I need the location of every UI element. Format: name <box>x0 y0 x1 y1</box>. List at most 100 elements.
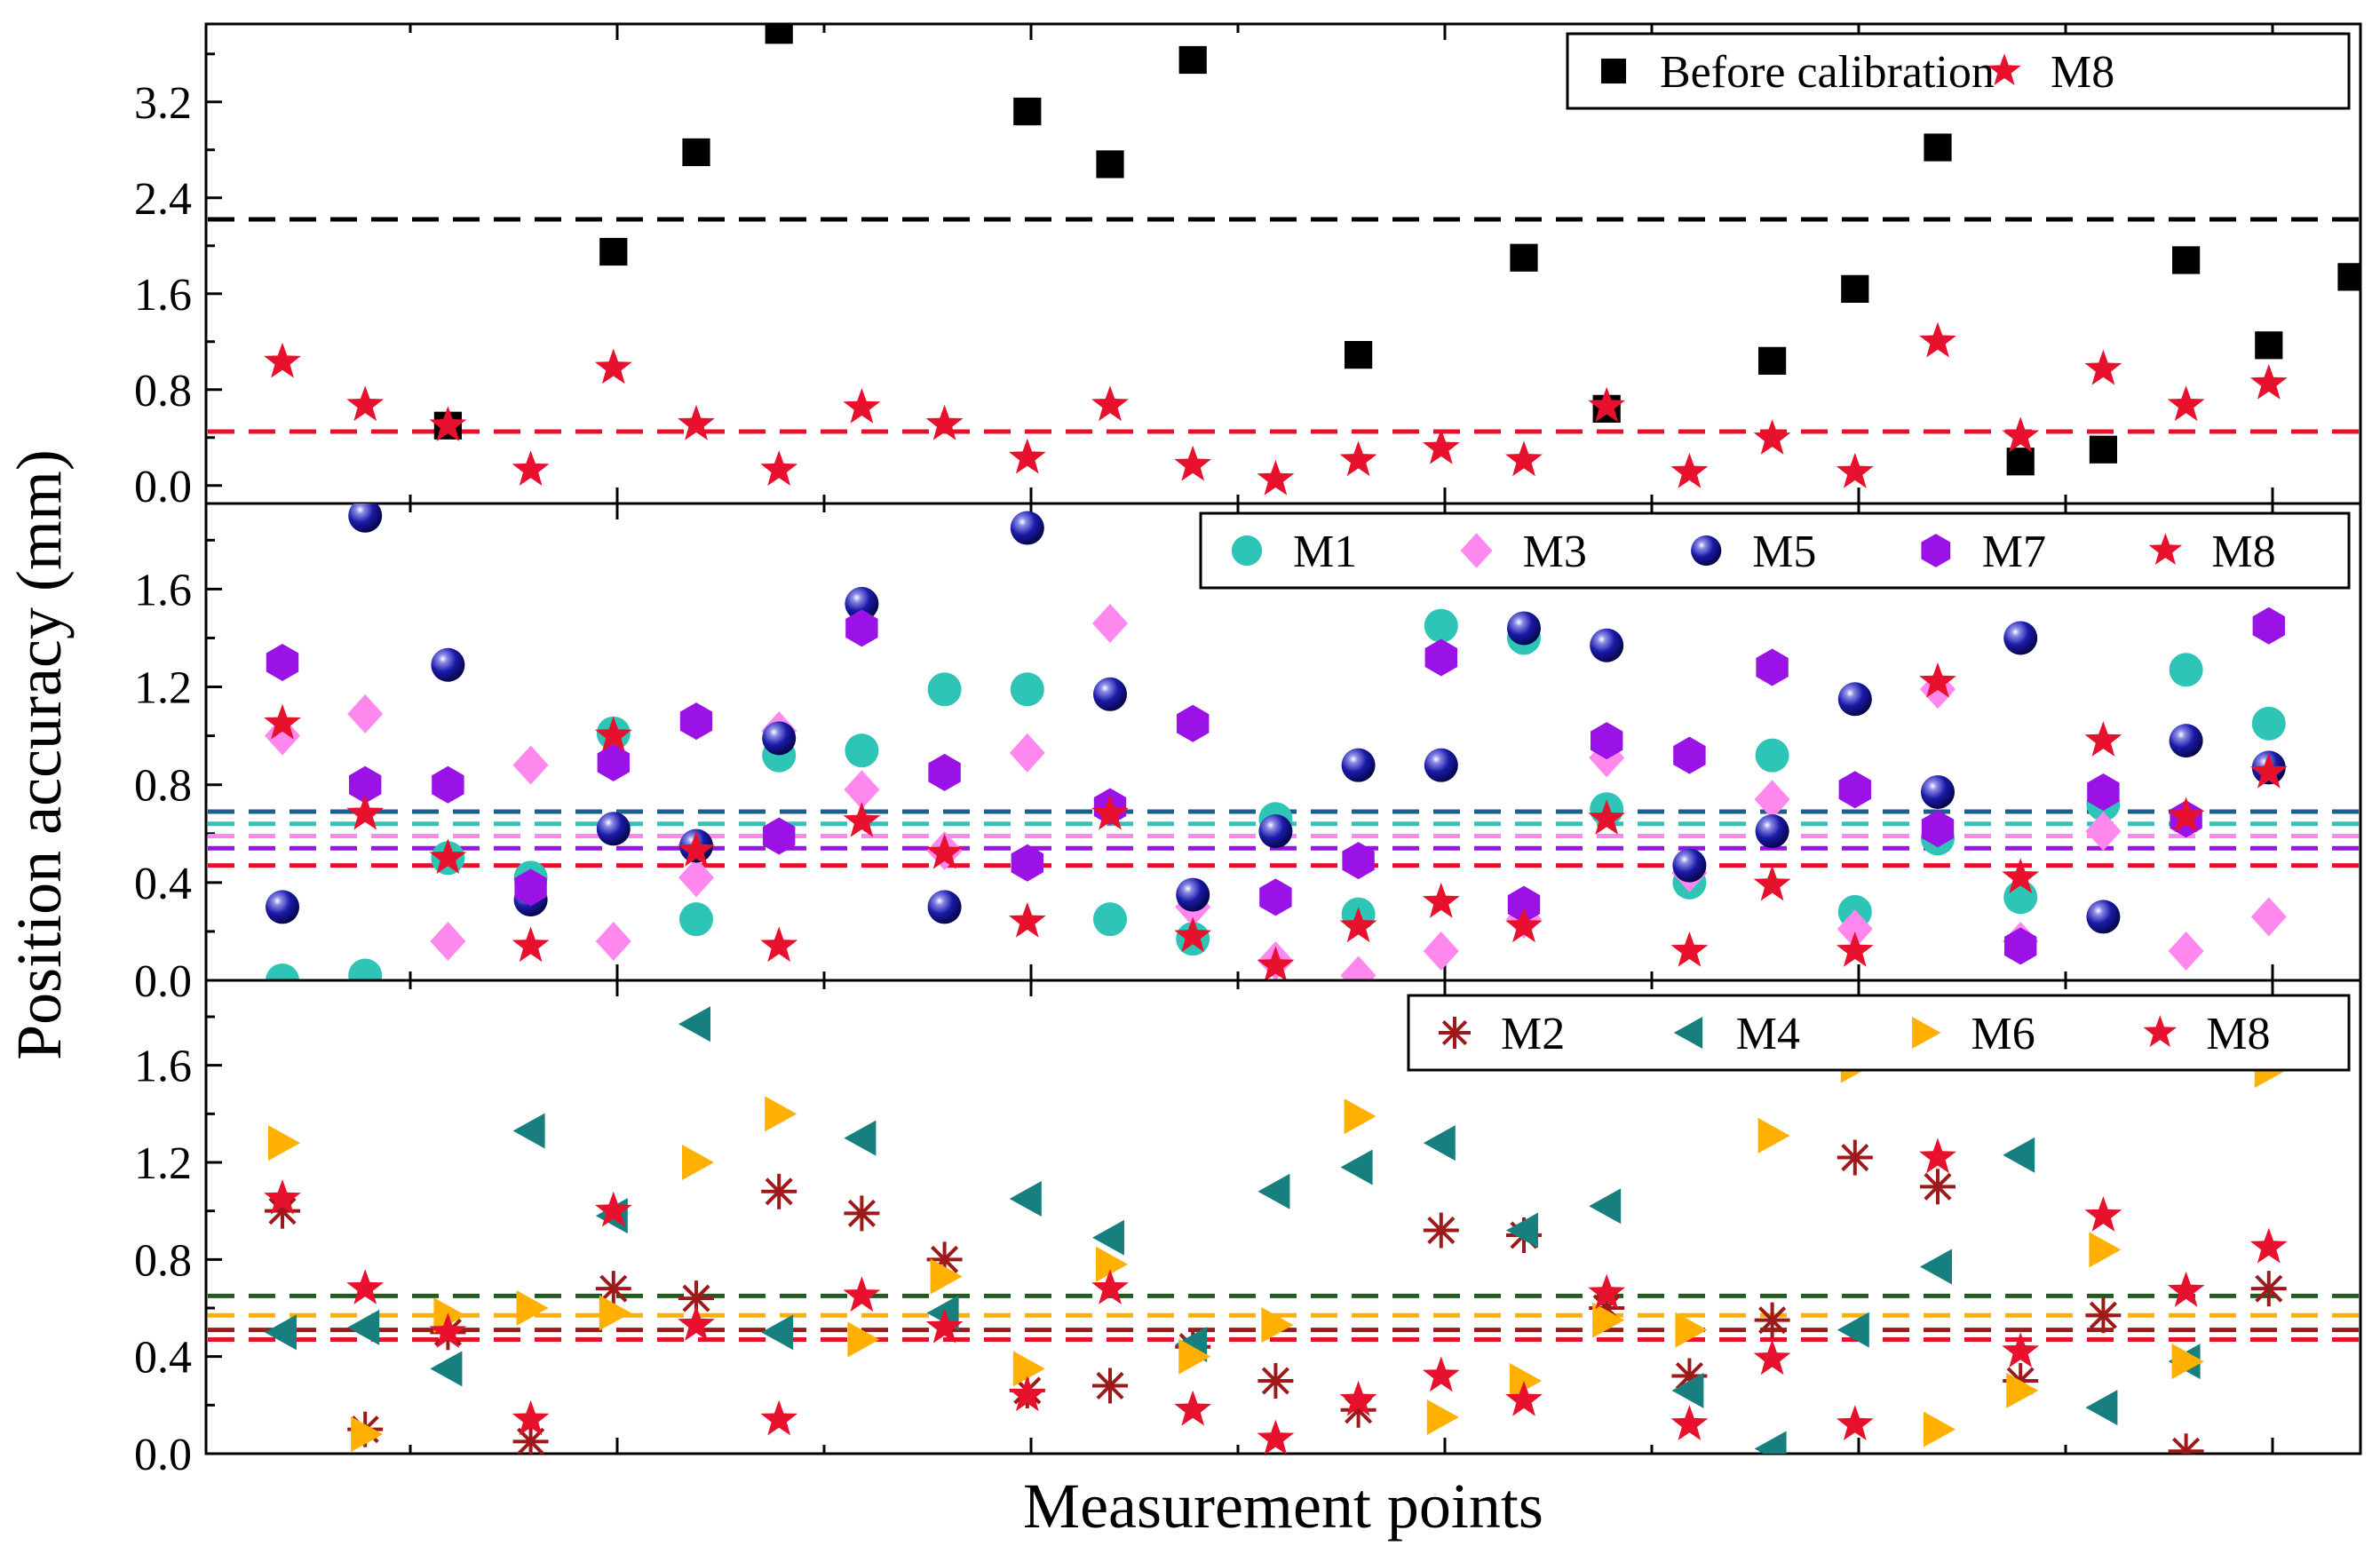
middle-point-m7 <box>763 817 796 855</box>
panel-bottom: 0.0 0.4 0.8 1.2 1.6 M2 M4 M6 M8 <box>134 979 2362 1480</box>
middle-point-m1 <box>1424 608 1458 643</box>
bottom-point-m6 <box>682 1145 714 1180</box>
bottom-point-m8 <box>925 1307 964 1344</box>
middle-point-m5 <box>348 503 383 533</box>
bottom-legend-label-m2: M2 <box>1501 1009 1565 1059</box>
top-legend-marker-m8 <box>1987 53 2021 85</box>
bottom-y-tick-label: 0.8 <box>134 1235 192 1286</box>
middle-point-m7 <box>679 702 713 741</box>
middle-point-m7 <box>266 644 299 681</box>
bottom-point-m2 <box>1754 1302 1790 1338</box>
bottom-point-m2 <box>844 1195 880 1232</box>
top-point-m8 <box>512 450 550 486</box>
top-point-before <box>1096 150 1124 178</box>
bottom-point-m8 <box>1422 1356 1460 1392</box>
bottom-point-m2 <box>595 1271 631 1307</box>
middle-legend-label-m3: M3 <box>1523 527 1587 577</box>
middle-point-m5 <box>2003 621 2038 655</box>
middle-point-m8 <box>346 794 385 830</box>
middle-point-m7 <box>1342 842 1375 880</box>
bottom-point-m6 <box>765 1096 797 1132</box>
middle-legend-label-m8: M8 <box>2211 527 2275 577</box>
bottom-point-m8 <box>512 1399 550 1436</box>
top-point-m8 <box>1753 419 1791 455</box>
middle-point-m8 <box>594 716 632 752</box>
top-point-before <box>765 24 793 44</box>
bottom-point-m4 <box>1671 1372 1704 1408</box>
middle-point-m8 <box>1008 901 1046 938</box>
middle-point-m8 <box>1670 932 1709 967</box>
middle-point-m3 <box>1423 931 1459 971</box>
top-legend-marker-before <box>1600 58 1627 84</box>
middle-point-m7 <box>1756 648 1789 686</box>
bottom-point-m4 <box>1340 1149 1373 1185</box>
top-point-m8 <box>346 385 385 422</box>
top-point-m8 <box>1174 445 1212 481</box>
bottom-point-m6 <box>2006 1372 2039 1408</box>
middle-point-m5 <box>266 890 299 924</box>
middle-legend-label-m7: M7 <box>1982 527 2046 577</box>
middle-point-m8 <box>1257 946 1295 980</box>
top-point-m8 <box>2167 385 2205 422</box>
middle-point-m8 <box>1091 794 1129 830</box>
middle-point-m5 <box>596 812 631 846</box>
top-point-before <box>1013 97 1042 126</box>
top-point-m8 <box>594 348 632 385</box>
middle-point-m3 <box>844 770 880 810</box>
bottom-point-m6 <box>1261 1307 1294 1344</box>
top-legend-label-m8: M8 <box>2051 47 2114 98</box>
bottom-point-m4 <box>2085 1390 2118 1426</box>
top-point-m8 <box>925 404 964 440</box>
bottom-point-m8 <box>346 1269 385 1304</box>
bottom-point-m4 <box>761 1314 794 1351</box>
bottom-point-m6 <box>930 1258 963 1295</box>
middle-point-m5 <box>762 721 797 756</box>
bottom-legend-box <box>1407 994 2351 1072</box>
middle-point-m3 <box>1754 780 1790 820</box>
bottom-point-m4 <box>1837 1312 1869 1348</box>
middle-point-m7 <box>845 609 878 647</box>
middle-point-m5 <box>2169 724 2203 758</box>
middle-point-m5 <box>1093 677 1127 711</box>
bottom-point-m4 <box>1257 1173 1290 1209</box>
middle-point-m3 <box>347 694 384 733</box>
middle-point-m3 <box>2250 897 2287 937</box>
middle-legend: M1 M3 M5 M7 M8 <box>1199 511 2351 590</box>
middle-point-m3 <box>1340 955 1376 980</box>
bottom-point-m8 <box>1670 1405 1709 1440</box>
top-y-tick-label: 2.4 <box>134 174 192 225</box>
middle-legend-marker-m3 <box>1460 533 1493 568</box>
bottom-point-m8 <box>1505 1380 1543 1416</box>
y-axis-title: Position accuracy (mm) <box>4 449 75 1060</box>
bottom-point-m8 <box>678 1305 715 1341</box>
bottom-legend-label-m4: M4 <box>1736 1009 1800 1059</box>
middle-point-m5 <box>431 647 465 682</box>
bottom-point-m8 <box>2084 1196 2122 1232</box>
top-point-before <box>2006 448 2035 476</box>
bottom-legend-label-m8: M8 <box>2206 1009 2270 1059</box>
top-point-m8 <box>678 404 715 440</box>
top-y-tick-label: 0.0 <box>134 462 192 512</box>
top-point-before <box>2172 246 2201 274</box>
middle-point-m3 <box>595 921 631 961</box>
bottom-y-tick-label: 1.6 <box>134 1042 192 1092</box>
middle-point-m5 <box>1010 511 1044 545</box>
middle-point-m7 <box>2004 927 2037 965</box>
bottom-point-m6 <box>433 1297 466 1334</box>
top-point-m8 <box>2084 349 2122 385</box>
top-markers <box>264 24 2360 496</box>
middle-point-m1 <box>927 672 962 707</box>
bottom-legend-marker-m2 <box>1439 1017 1471 1049</box>
bottom-point-m2 <box>1423 1212 1459 1249</box>
bottom-point-m4 <box>1754 1431 1787 1454</box>
top-point-m8 <box>1588 386 1626 423</box>
middle-point-m5 <box>927 890 962 924</box>
middle-point-m8 <box>843 802 881 837</box>
middle-point-m1 <box>1093 902 1127 937</box>
top-point-m8 <box>429 406 467 441</box>
top-y-tick-label: 0.8 <box>134 366 192 416</box>
top-point-m8 <box>1339 440 1377 477</box>
bottom-point-m8 <box>594 1191 632 1227</box>
top-point-m8 <box>1919 321 1956 358</box>
